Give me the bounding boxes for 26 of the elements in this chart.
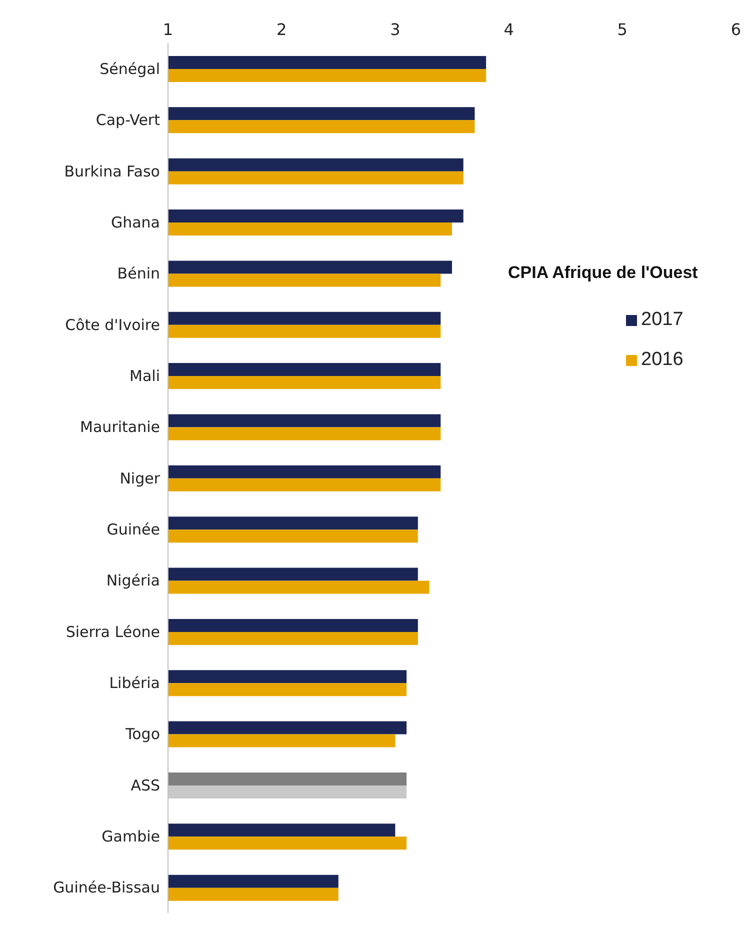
y-tick-label: Guinée — [106, 520, 160, 538]
x-tick-label: 3 — [390, 20, 400, 39]
x-tick-label: 4 — [504, 20, 514, 39]
y-tick-label: ASS — [130, 776, 160, 794]
y-tick-label: Gambie — [102, 828, 160, 846]
y-tick-label: Bénin — [117, 264, 160, 283]
y-tick-label: Libéria — [109, 674, 160, 692]
y-tick-label: Guinée-Bissau — [53, 878, 160, 897]
legend-label: 2016 — [641, 349, 684, 371]
y-tick-label: Mauritanie — [80, 418, 160, 436]
y-tick-label: Sénégal — [100, 60, 160, 78]
y-tick-label: Burkina Faso — [64, 162, 160, 180]
x-tick-label: 6 — [730, 20, 742, 39]
y-tick-label: Nigéria — [106, 572, 160, 590]
y-tick-label: Côte d'Ivoire — [65, 316, 160, 334]
y-tick-label: Sierra Léone — [66, 622, 160, 641]
x-tick-label: 5 — [617, 20, 628, 39]
legend-label: 2017 — [641, 309, 684, 331]
x-tick-label: 2 — [276, 20, 287, 39]
y-tick-label: Mali — [130, 366, 160, 385]
y-tick-label: Togo — [124, 725, 160, 744]
x-tick-label: 1 — [162, 20, 174, 39]
legend-title: CPIA Afrique de l'Ouest — [508, 263, 698, 283]
y-tick-label: Cap-Vert — [96, 111, 160, 130]
y-tick-label: Niger — [120, 469, 161, 488]
y-tick-label: Ghana — [110, 213, 160, 232]
